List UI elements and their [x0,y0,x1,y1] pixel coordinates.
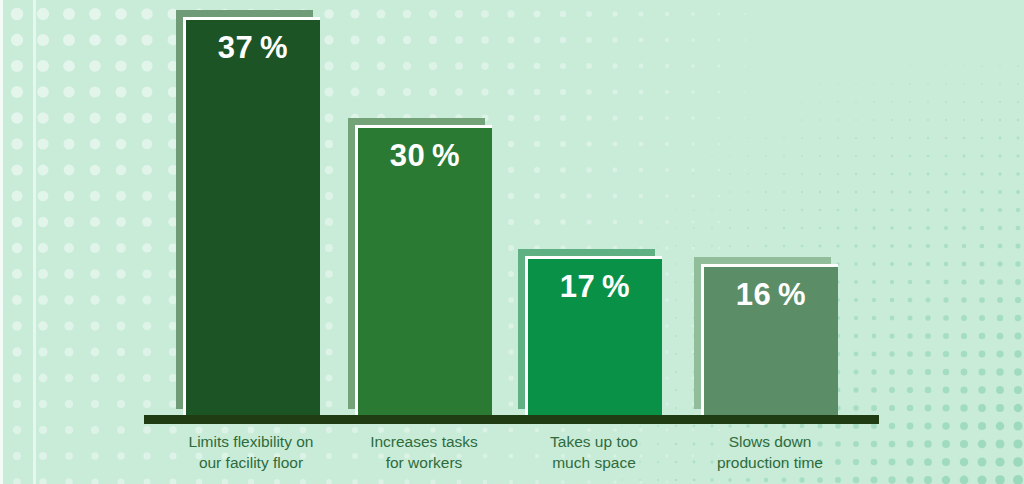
bar-group-slows-production: 16 % [701,264,838,416]
x-axis-baseline [144,415,879,424]
bar-slows-production: 16 % [701,264,838,416]
bar-chart-infographic: 37 % 30 % 17 % 16 % Limits flexibility o… [0,0,1024,484]
bar-value-label: 30 % [358,128,492,174]
bar-takes-up-space: 17 % [525,256,662,416]
bar-group-limits-flexibility: 37 % [183,17,320,416]
category-label-slows-production: Slows down production time [650,431,890,473]
category-label-line2: production time [650,452,890,473]
halftone-dot-pattern [0,0,1024,484]
bar-group-takes-up-space: 17 % [525,256,662,416]
bar-value-label: 17 % [528,259,662,305]
bar-group-increases-tasks: 30 % [355,125,492,416]
bar-limits-flexibility: 37 % [183,17,320,416]
left-edge-highlight-line [0,0,3,484]
category-label-line1: Slows down [650,431,890,452]
vertical-highlight-line [33,0,36,484]
bar-value-label: 37 % [186,20,320,66]
bar-increases-tasks: 30 % [355,125,492,416]
bar-value-label: 16 % [704,267,838,313]
